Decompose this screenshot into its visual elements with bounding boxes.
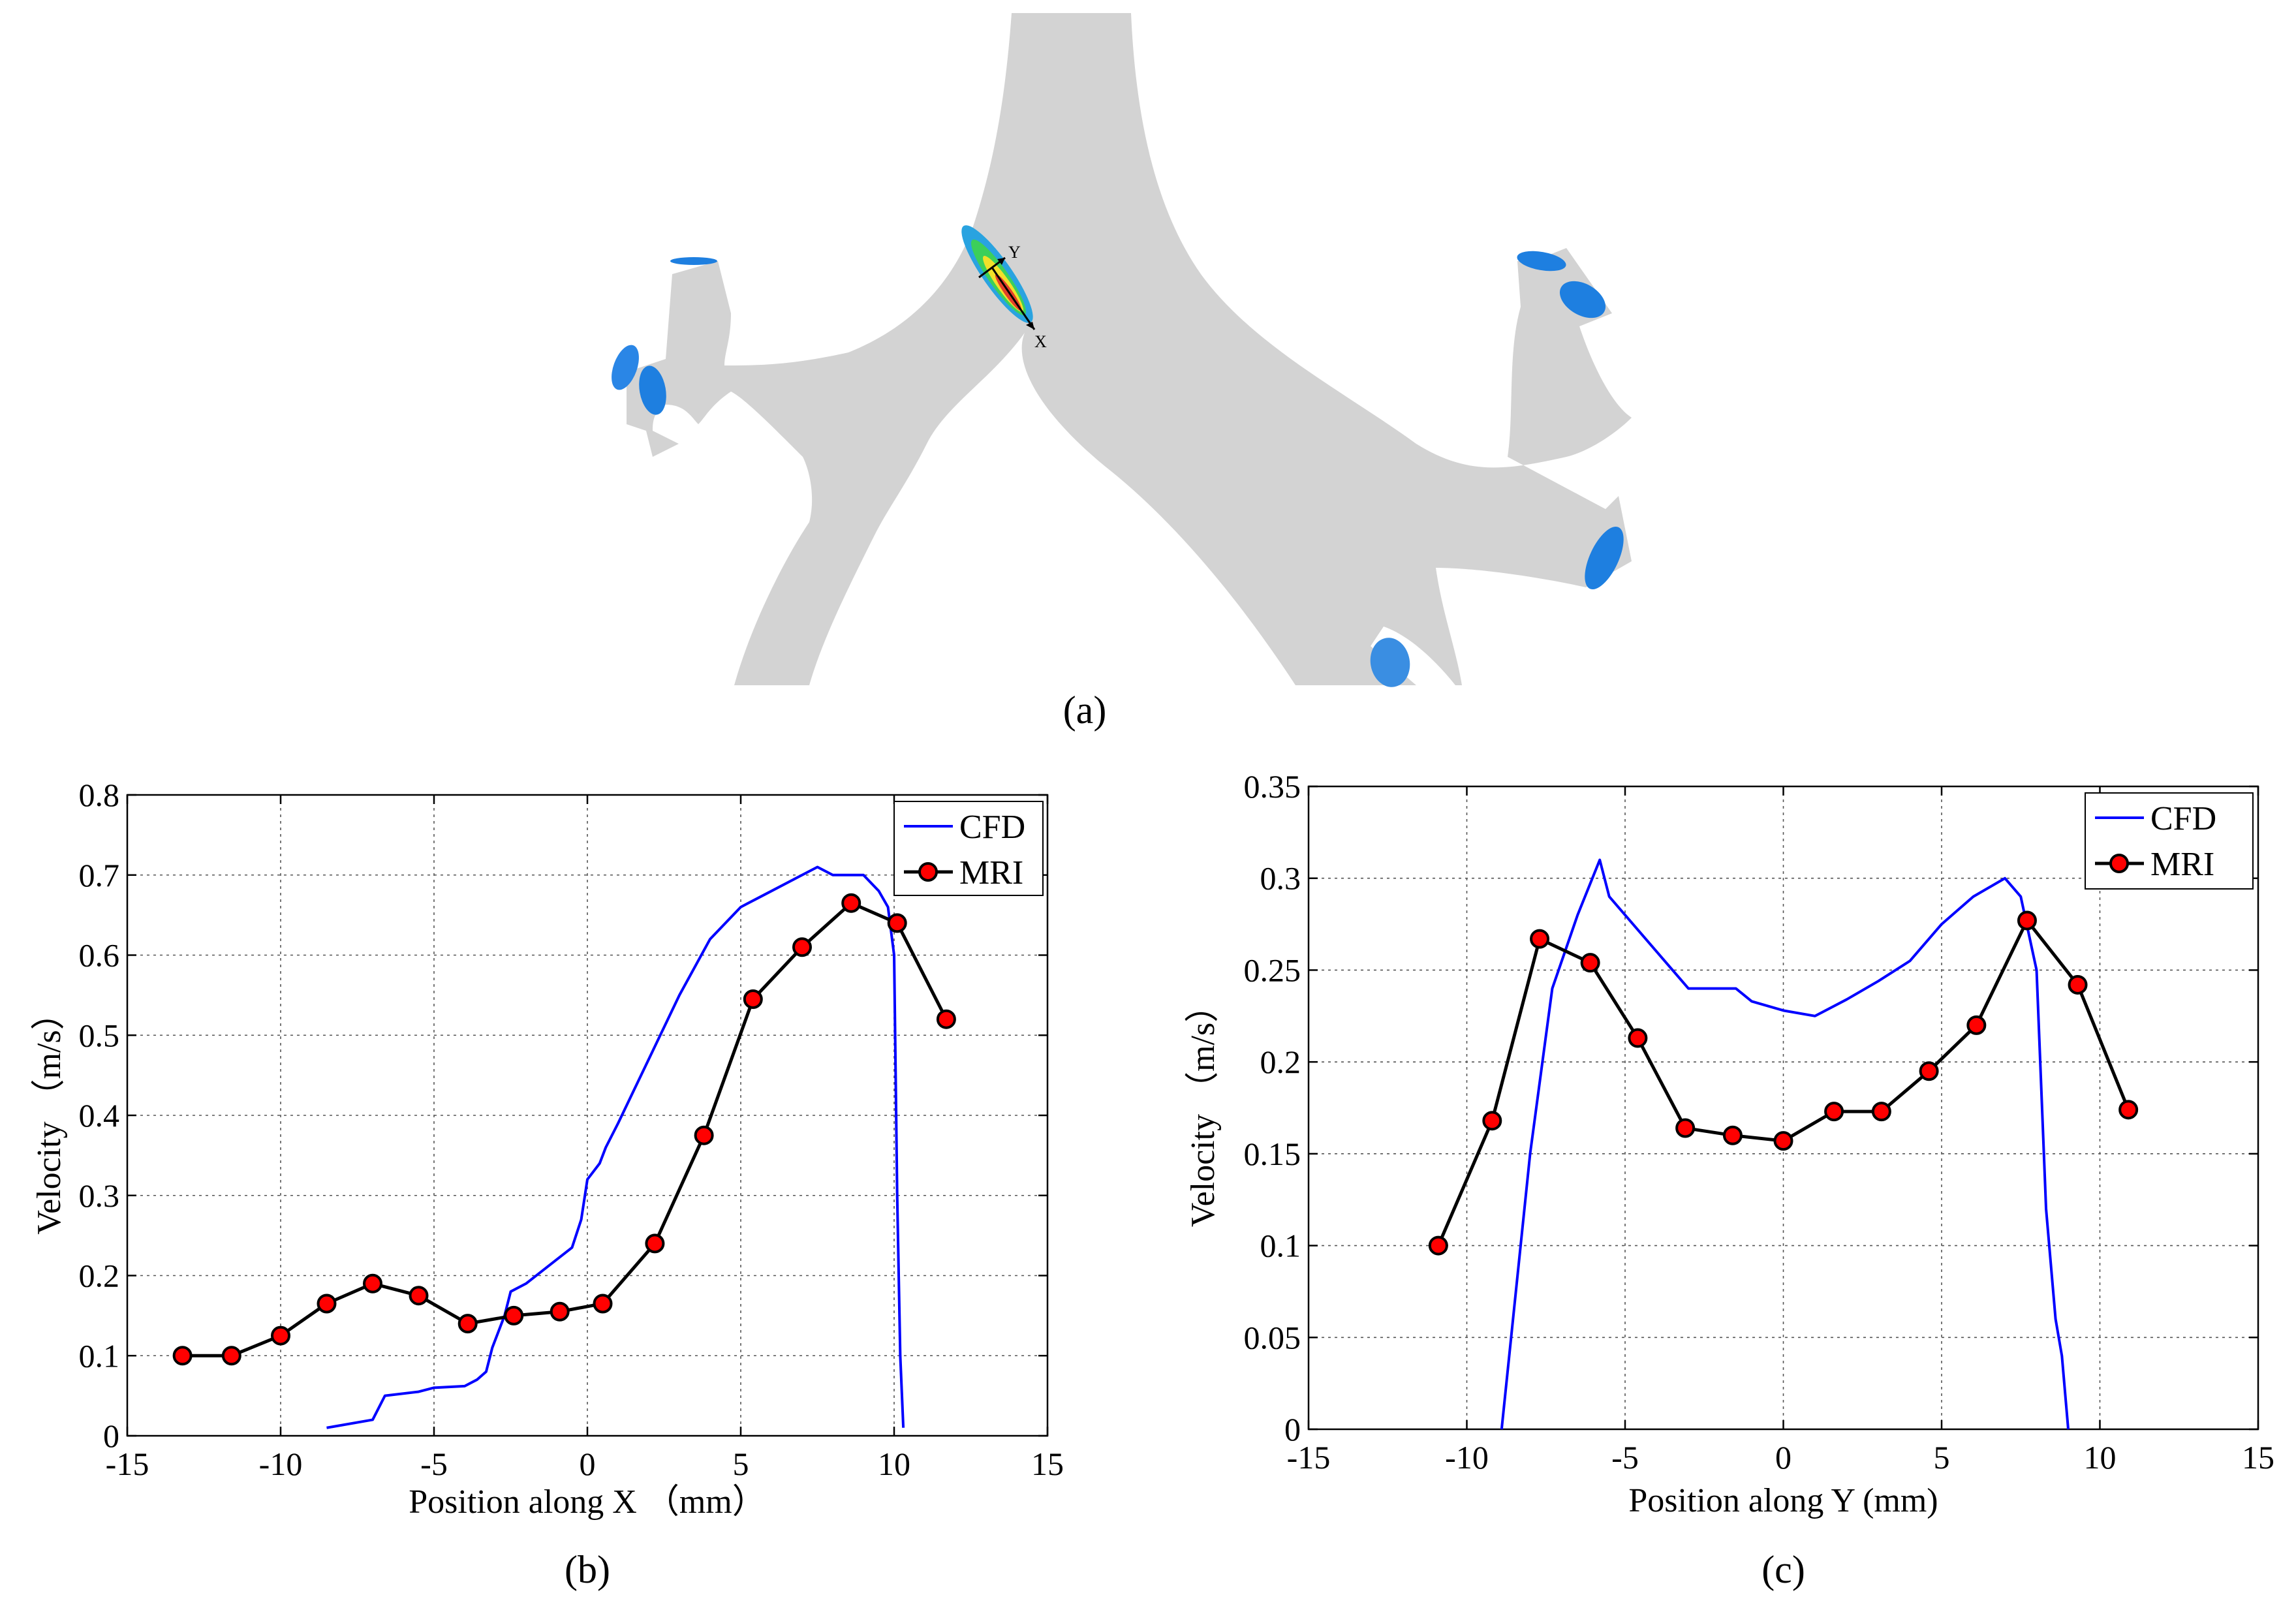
- x-axis-arrow: [991, 267, 1036, 330]
- outlet-cap: [639, 365, 666, 415]
- x-axis-label: Position along Y (mm): [1628, 1482, 1938, 1519]
- arrowhead-icon: [997, 258, 1005, 265]
- y-tick-label: 0: [103, 1418, 119, 1454]
- data-point-mri: [593, 1294, 613, 1314]
- legend-label: MRI: [959, 854, 1023, 891]
- x-tick-label: -10: [1445, 1439, 1489, 1476]
- y-tick-label: 0.35: [1244, 768, 1301, 805]
- data-point-mri: [1628, 1028, 1648, 1048]
- data-point-mri: [2068, 974, 2088, 995]
- data-point-mri: [1966, 1015, 1987, 1035]
- data-point-mri: [1824, 1102, 1844, 1122]
- legend-box: [2085, 792, 2254, 890]
- data-point-mri: [172, 1346, 193, 1366]
- y-tick-label: 0.2: [1260, 1044, 1301, 1080]
- data-point-mri: [1919, 1061, 1939, 1081]
- chart-velocity-x: -15 -10 -5 0 5 10 15 0 0.1 0.2 0.3 0.4 0.5 0.6 0.7 0.8 P…: [31, 777, 1064, 1591]
- outlet-cap: [670, 257, 717, 265]
- x-tick-label: -15: [1287, 1439, 1331, 1476]
- panel-label: (b): [565, 1548, 610, 1591]
- data-point-mri: [1773, 1131, 1793, 1151]
- x-tick-label: 0: [580, 1446, 596, 1482]
- y-tick-label: 0.1: [79, 1337, 120, 1374]
- airway-geometry-illustration: Y X (a): [612, 13, 1632, 732]
- legend-label: CFD: [959, 809, 1025, 846]
- y-tick-label: 0.3: [79, 1177, 120, 1214]
- outlet-cap: [1370, 638, 1410, 687]
- outlet-cap: [612, 345, 639, 390]
- axis-x-letter: X: [1034, 332, 1047, 351]
- y-tick-label: 0.1: [1260, 1228, 1301, 1264]
- x-tick-label: 0: [1775, 1439, 1792, 1476]
- data-point-mri: [1530, 929, 1550, 949]
- data-point-mri: [792, 937, 812, 957]
- y-tick-label: 0.25: [1244, 952, 1301, 988]
- airway-vessel: [627, 13, 1632, 685]
- data-point-mri: [936, 1009, 956, 1029]
- data-point-mri: [694, 1125, 714, 1145]
- legend-label: MRI: [2150, 846, 2214, 883]
- y-tick-label: 0.2: [79, 1258, 120, 1294]
- outlet-cap: [1585, 526, 1624, 590]
- data-point-mri: [271, 1325, 290, 1346]
- legend-marker: [2109, 854, 2129, 873]
- x-tick-label: 15: [1031, 1446, 1064, 1482]
- data-point-mri: [1675, 1118, 1696, 1138]
- y-tick-label: 0.5: [79, 1017, 120, 1053]
- data-point-mri: [221, 1346, 241, 1366]
- x-tick-label: -5: [420, 1446, 448, 1482]
- series-line-cfd: [326, 865, 905, 1429]
- data-point-mri: [363, 1273, 382, 1294]
- data-point-mri: [550, 1301, 570, 1322]
- outlet-cap: [1559, 281, 1606, 318]
- data-point-mri: [887, 913, 907, 933]
- data-point-mri: [2118, 1100, 2139, 1120]
- legend-box: [893, 801, 1044, 896]
- data-point-mri: [1482, 1111, 1502, 1131]
- data-point-mri: [317, 1294, 337, 1314]
- x-tick-label: 10: [878, 1446, 910, 1482]
- x-tick-label: 5: [1934, 1439, 1950, 1476]
- y-tick-label: 0.8: [79, 777, 120, 813]
- y-tick-label: 0.4: [79, 1097, 120, 1134]
- y-tick-label: 0.7: [79, 857, 120, 893]
- data-point-mri: [1871, 1102, 1891, 1122]
- outlet-cap: [1517, 251, 1566, 271]
- x-tick-label: -5: [1611, 1439, 1639, 1476]
- data-point-mri: [645, 1233, 665, 1254]
- y-axis-label: Velocity （m/s）: [31, 996, 68, 1234]
- chart-velocity-y: -15 -10 -5 0 5 10 15 0 0.05 0.1 0.15 0.2 0.25 0.3 0.35…: [1185, 768, 2274, 1591]
- y-tick-label: 0.15: [1244, 1136, 1301, 1172]
- x-tick-label: 10: [2084, 1439, 2117, 1476]
- axis-y-letter: Y: [1008, 243, 1021, 262]
- panel-label-a: (a): [1063, 689, 1107, 732]
- y-axis-label: Velocity （m/s）: [1185, 989, 1222, 1227]
- data-point-mri: [458, 1314, 478, 1334]
- y-tick-label: 0.05: [1244, 1319, 1301, 1356]
- x-tick-label: -10: [259, 1446, 303, 1482]
- panel-label: (c): [1761, 1548, 1805, 1591]
- arrowhead-icon: [1026, 322, 1034, 330]
- data-point-mri: [1580, 953, 1600, 973]
- y-tick-label: 0.6: [79, 937, 120, 974]
- legend-label: CFD: [2150, 800, 2216, 837]
- data-point-mri: [743, 989, 763, 1010]
- data-point-mri: [504, 1305, 524, 1325]
- data-point-mri: [1428, 1235, 1448, 1256]
- data-point-mri: [2017, 910, 2037, 931]
- series-line-mri: [182, 901, 948, 1357]
- data-point-mri: [409, 1286, 429, 1306]
- x-tick-label: 15: [2242, 1439, 2274, 1476]
- x-tick-label: -15: [106, 1446, 149, 1482]
- legend-marker: [918, 862, 938, 882]
- x-axis-label: Position along X （mm）: [409, 1483, 766, 1521]
- y-tick-label: 0: [1284, 1411, 1301, 1448]
- data-point-mri: [1722, 1125, 1743, 1145]
- y-tick-label: 0.3: [1260, 860, 1301, 897]
- data-point-mri: [841, 893, 861, 913]
- series-line-cfd: [1500, 858, 2070, 1430]
- x-tick-label: 5: [733, 1446, 749, 1482]
